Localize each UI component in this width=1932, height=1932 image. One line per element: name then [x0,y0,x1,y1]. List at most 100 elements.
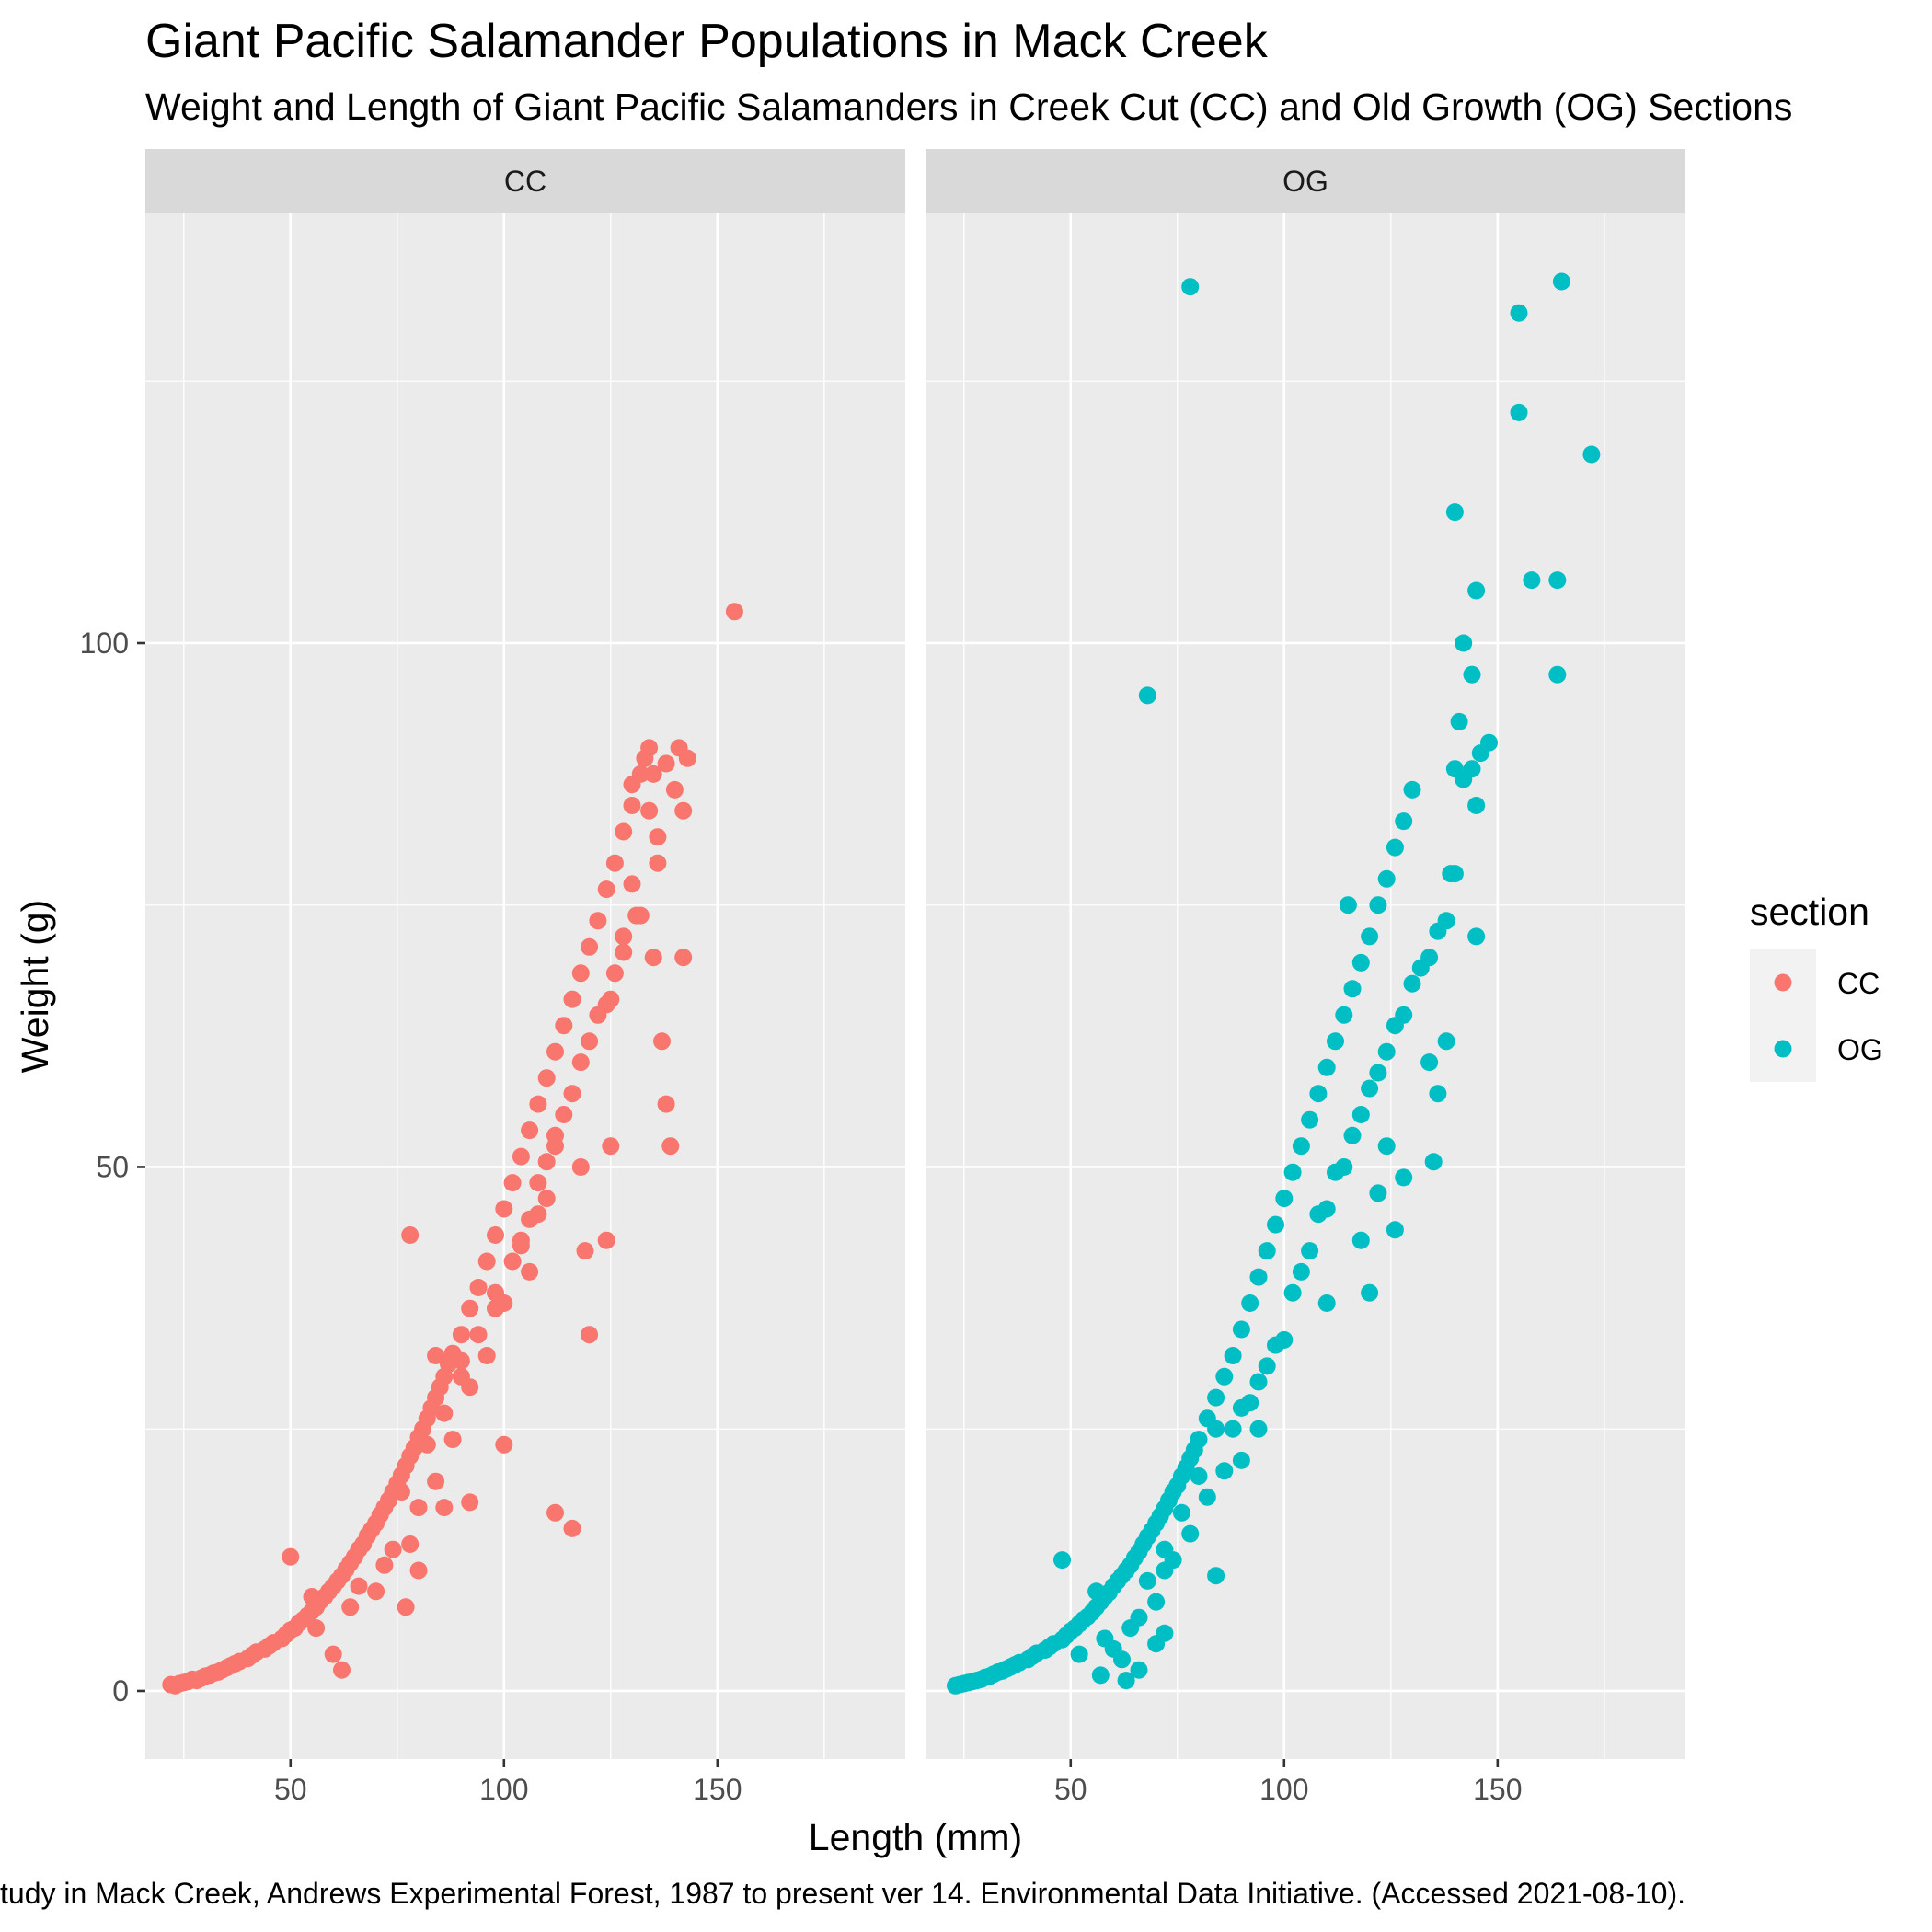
data-point-og [1181,1524,1200,1543]
data-point-cc [487,1299,504,1317]
data-point-og [1215,1462,1234,1480]
x-tick-label: 50 [1054,1773,1087,1806]
data-point-og [1445,503,1464,522]
data-point-cc [602,1137,620,1156]
data-point-cc [401,1535,420,1553]
data-point-cc [725,603,743,621]
data-point-cc [477,1252,496,1271]
x-tick-label: 50 [274,1773,307,1806]
facet-strip-label-cc: CC [504,165,546,198]
data-point-cc [563,1085,581,1103]
gridlines-cc [145,213,905,1759]
scatter-points-og [947,272,1601,1695]
data-point-cc [367,1582,385,1601]
data-point-cc [350,1577,368,1595]
data-point-og [1552,272,1570,291]
axes: 0 50 100 50 100 150 50 100 150 [80,627,1523,1806]
data-point-og [1258,1242,1276,1260]
data-point-og [1138,686,1156,705]
data-point-cc [623,776,641,794]
data-point-og [1463,760,1481,778]
data-point-cc [571,1158,590,1176]
data-point-cc [602,990,620,1008]
data-point-og [1455,634,1473,652]
data-point-cc [581,937,599,956]
data-point-cc [461,1299,479,1317]
data-point-cc [644,765,662,783]
data-point-cc [512,1236,530,1255]
data-point-cc [546,1503,564,1522]
data-point-og [1467,581,1486,600]
data-point-og [1369,896,1387,914]
legend-label-og: OG [1837,1033,1883,1066]
facet-strip-og [926,149,1685,213]
data-point-og [1283,1163,1302,1181]
data-point-cc [589,1006,607,1024]
data-point-og [1138,1571,1156,1590]
data-point-cc [324,1645,342,1663]
data-point-cc [597,880,615,899]
data-point-og [1113,1650,1131,1669]
data-point-cc [409,1561,428,1580]
y-tick-label: 50 [96,1150,129,1183]
data-point-cc [649,854,667,872]
data-point-og [1361,927,1379,946]
data-point-og [1258,1357,1276,1375]
legend-key-og [1774,1040,1792,1058]
data-point-cc [375,1556,394,1574]
data-point-cc [537,1153,556,1171]
data-point-og [1377,1042,1396,1061]
data-point-og [1424,1153,1443,1171]
data-point-og [1249,1420,1268,1438]
data-point-cc [571,1053,590,1072]
data-point-cc [443,1431,462,1449]
data-point-cc [657,754,675,773]
data-point-og [1429,1085,1447,1103]
data-point-og [1207,1420,1225,1438]
data-point-og [1301,1242,1319,1260]
data-point-og [1420,949,1439,967]
data-point-og [1241,1294,1259,1312]
data-point-og [1224,1347,1242,1364]
data-point-og [1403,780,1421,799]
data-point-og [1437,912,1455,930]
data-point-og [1548,571,1567,590]
data-point-og [1156,1540,1174,1558]
data-point-og [1351,1231,1370,1249]
data-point-cc [487,1283,504,1302]
data-point-og [1070,1645,1088,1663]
data-point-cc [615,927,633,946]
data-point-og [1087,1582,1106,1601]
data-point-og [1207,1388,1225,1407]
data-point-og [1317,1058,1336,1076]
data-point-cc [537,1190,556,1208]
data-point-cc [555,1017,573,1035]
legend-title: section [1750,891,1869,933]
data-point-cc [469,1279,488,1296]
data-point-cc [307,1619,326,1638]
x-tick-label: 150 [1473,1773,1522,1806]
data-point-og [1437,1032,1455,1051]
data-point-og [1053,1551,1071,1570]
data-point-og [1121,1619,1140,1638]
data-point-cc [495,1435,513,1454]
data-point-cc [397,1598,415,1616]
data-point-cc [384,1540,402,1558]
data-point-cc [581,1032,599,1051]
facet-panel-cc: CC [145,149,905,1759]
gridlines-og [926,213,1685,1759]
data-point-og [1232,1398,1250,1417]
data-point-og [1386,838,1404,857]
data-point-cc [282,1547,300,1566]
data-point-og [1445,760,1464,778]
data-point-cc [503,1252,522,1271]
data-point-og [1351,953,1370,972]
data-point-cc [452,1367,470,1386]
data-point-cc [581,1326,599,1344]
data-point-og [1232,1320,1250,1339]
data-point-cc [427,1472,445,1490]
data-point-cc [529,1174,547,1192]
data-point-og [1386,1221,1404,1239]
data-point-cc [469,1326,488,1344]
